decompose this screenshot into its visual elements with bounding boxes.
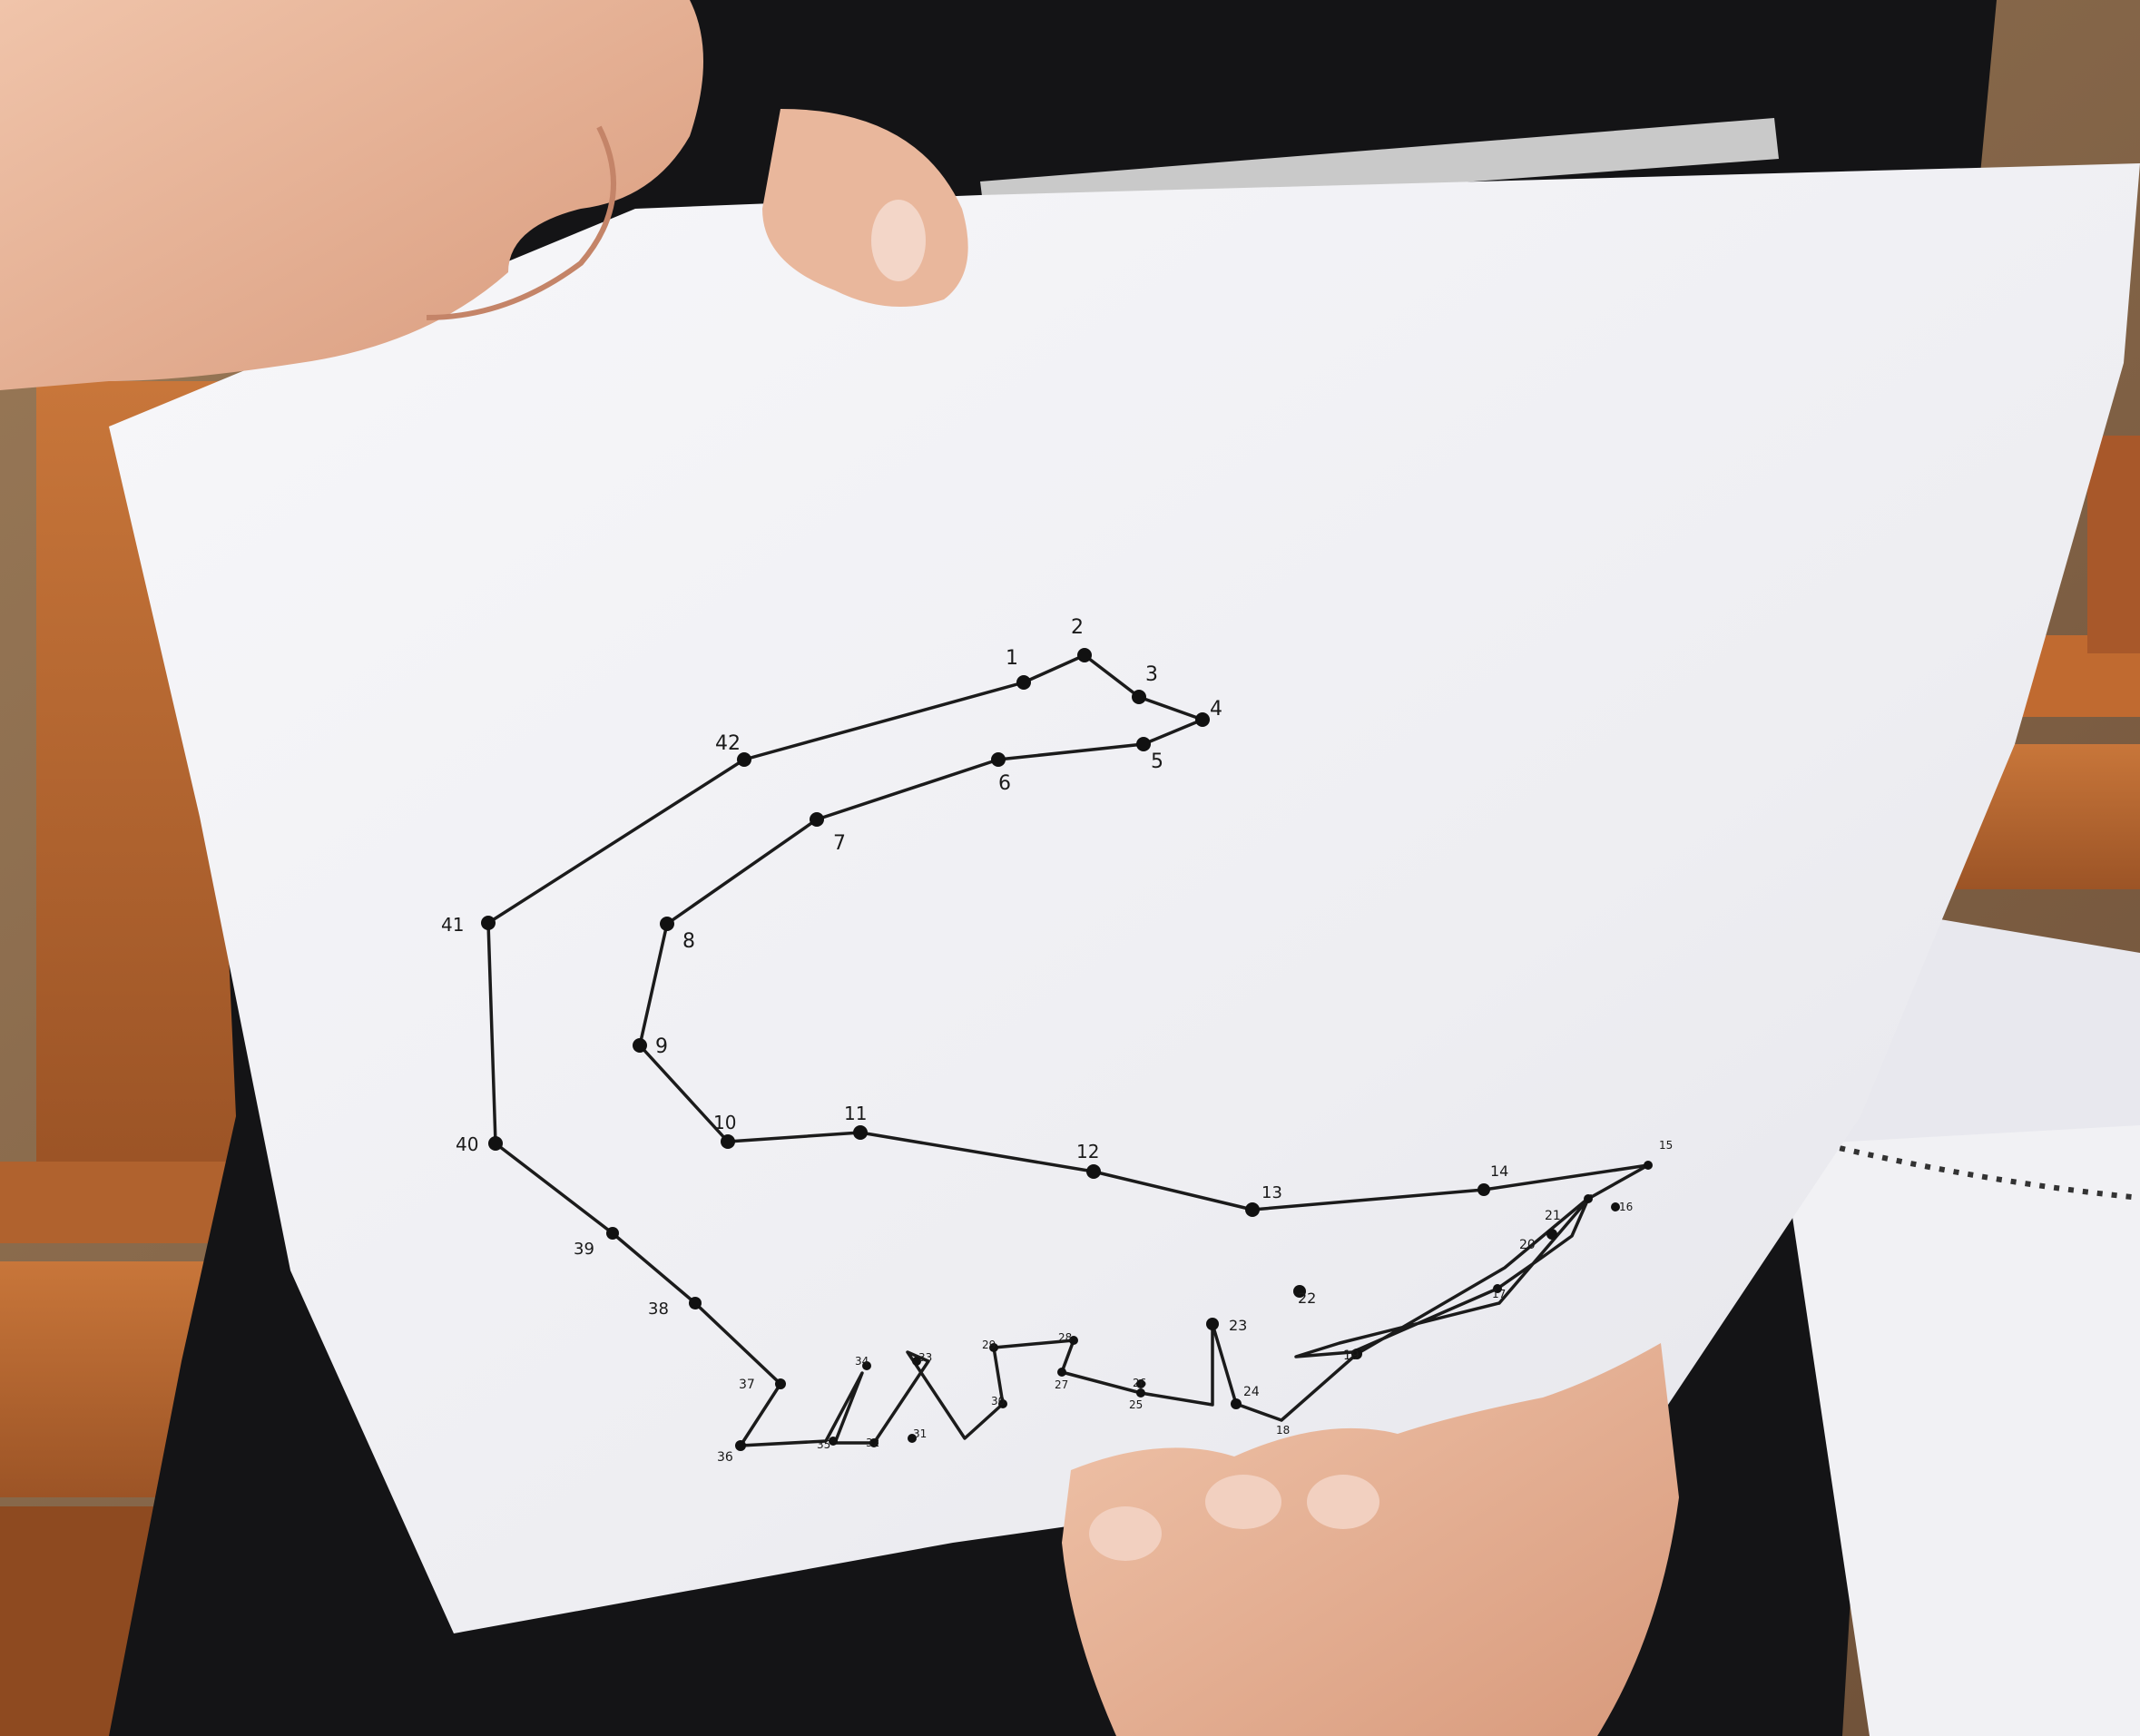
dot-9	[633, 1038, 647, 1053]
dot-label-2: 2	[1071, 616, 1084, 639]
dot-35	[829, 1437, 838, 1446]
dot-label-12: 12	[1076, 1141, 1099, 1162]
dot-label-32: 32	[866, 1437, 879, 1449]
dot-15	[1644, 1161, 1653, 1170]
dot-label-38: 38	[648, 1300, 669, 1319]
dot-label-3: 3	[1145, 663, 1158, 686]
dot-label-27: 27	[1055, 1378, 1068, 1391]
dot-label-20: 20	[1519, 1238, 1536, 1252]
dot-3	[1132, 690, 1146, 704]
dot-42	[737, 752, 751, 767]
dot-label-42: 42	[715, 732, 741, 755]
dot-33	[912, 1357, 921, 1366]
dot-label-14: 14	[1490, 1162, 1508, 1180]
dot-label-40: 40	[456, 1133, 478, 1155]
dot-39	[606, 1227, 619, 1240]
dot-40	[488, 1136, 503, 1151]
dot-label-29: 29	[982, 1339, 996, 1351]
dot-label-24: 24	[1243, 1385, 1260, 1399]
dot-8	[660, 917, 674, 931]
dot-label-35: 35	[817, 1438, 830, 1451]
dot-28	[1069, 1336, 1078, 1345]
dot-points	[481, 648, 1653, 1451]
dot-label-34: 34	[855, 1355, 869, 1368]
dot-20	[1546, 1229, 1557, 1240]
dot-label-36: 36	[717, 1450, 733, 1465]
dot-17	[1493, 1284, 1502, 1293]
dot-label-13: 13	[1261, 1183, 1282, 1202]
dot-29	[989, 1343, 998, 1352]
dot-label-19: 19	[1343, 1349, 1360, 1363]
dot-label-30: 30	[991, 1395, 1005, 1407]
dot-22	[1293, 1285, 1306, 1298]
dot-10	[721, 1134, 735, 1149]
dot-label-6: 6	[998, 772, 1011, 795]
dinosaur-outline	[486, 653, 1650, 1447]
dot-11	[853, 1125, 868, 1140]
dot-label-1: 1	[1006, 647, 1018, 670]
dot-label-33: 33	[918, 1351, 932, 1364]
dot-label-28: 28	[1058, 1331, 1072, 1344]
dot-13	[1245, 1202, 1260, 1217]
dot-31	[908, 1434, 917, 1443]
dot-label-25: 25	[1129, 1398, 1143, 1411]
dot-30	[998, 1399, 1007, 1408]
dot-27	[1057, 1368, 1066, 1377]
dot-label-39: 39	[574, 1240, 594, 1259]
dot-label-22: 22	[1298, 1290, 1316, 1307]
dot-12	[1086, 1164, 1101, 1179]
dot-24	[1231, 1398, 1242, 1409]
dot-label-21: 21	[1545, 1209, 1561, 1223]
dot-2	[1077, 648, 1092, 662]
dot-label-16: 16	[1619, 1201, 1633, 1213]
dot-label-8: 8	[682, 930, 695, 953]
dot-7	[810, 812, 824, 827]
dot-label-41: 41	[441, 914, 464, 936]
dot-labels: 1 2 3 4 5 6 7 8 9 10 11 12 13 14 15 16 1…	[441, 616, 1673, 1465]
dot-label-18: 18	[1276, 1424, 1290, 1437]
dot-label-23: 23	[1229, 1317, 1247, 1334]
dot-label-11: 11	[844, 1103, 867, 1124]
dot-16	[1611, 1202, 1620, 1211]
dot-36	[735, 1440, 746, 1451]
dot-label-26: 26	[1133, 1377, 1146, 1389]
dot-14	[1477, 1183, 1490, 1196]
dot-label-7: 7	[833, 832, 846, 855]
dot-21	[1584, 1194, 1593, 1203]
dot-19	[1351, 1349, 1362, 1359]
dot-6	[991, 752, 1006, 767]
right-hand	[1062, 1343, 1679, 1736]
dot-32	[869, 1438, 879, 1447]
dot-label-37: 37	[739, 1378, 755, 1392]
dot-label-5: 5	[1151, 750, 1163, 773]
dot-1	[1016, 675, 1031, 690]
dot-25	[1136, 1388, 1145, 1398]
dot-label-17: 17	[1492, 1288, 1506, 1300]
dot-38	[689, 1297, 702, 1309]
dot-26	[1136, 1379, 1145, 1388]
dot-41	[481, 916, 496, 930]
dot-label-9: 9	[655, 1035, 668, 1058]
dot-4	[1195, 712, 1210, 727]
left-hand	[0, 0, 968, 390]
dot-label-4: 4	[1210, 698, 1222, 721]
dot-label-31: 31	[913, 1427, 927, 1440]
dot-label-15: 15	[1659, 1139, 1673, 1152]
dot-label-10: 10	[713, 1112, 736, 1133]
dot-5	[1136, 737, 1151, 751]
worksheet-paper	[109, 163, 2140, 1633]
dot-34	[862, 1361, 871, 1370]
dot-23	[1206, 1318, 1219, 1330]
dot-37	[775, 1378, 786, 1389]
